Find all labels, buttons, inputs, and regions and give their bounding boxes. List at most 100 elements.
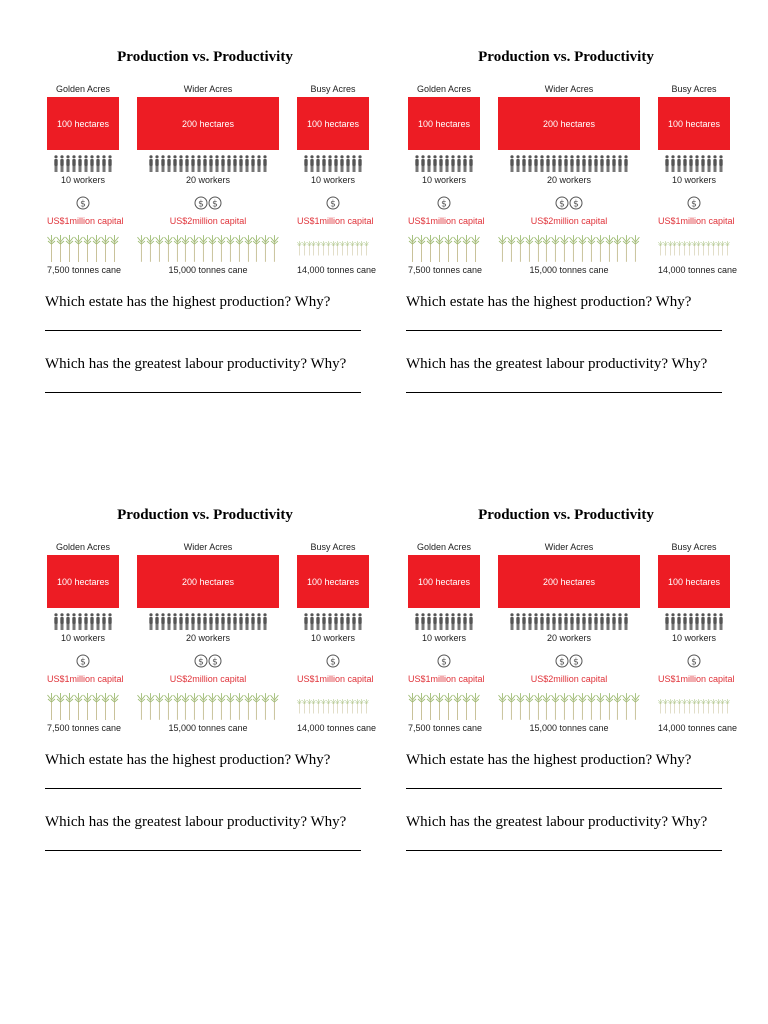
sugar-cane-icon — [696, 241, 702, 256]
person-icon — [665, 613, 669, 630]
person-icon — [433, 613, 437, 630]
field-area-box: 100 hectares — [47, 555, 119, 608]
sugar-cane-icon — [595, 235, 605, 262]
person-icon — [588, 155, 592, 172]
capital-icons: $ — [297, 652, 369, 670]
worksheet-panel: Production vs. Productivity Golden Acres 1… — [406, 506, 746, 866]
person-icon — [671, 613, 675, 630]
person-icon — [251, 155, 255, 172]
sugar-cane-icon — [720, 699, 726, 714]
person-icon — [570, 155, 574, 172]
answer-line[interactable] — [406, 330, 722, 331]
answer-line[interactable] — [406, 788, 722, 789]
sugar-cane-icon — [330, 241, 336, 256]
answer-line[interactable] — [406, 392, 722, 393]
estate-name: Golden Acres — [416, 84, 472, 94]
field-area-label: 100 hectares — [56, 576, 110, 587]
dollar-coin-icon: $ — [76, 196, 90, 210]
sugar-cane-icon — [622, 235, 631, 262]
sugar-cane-icon — [686, 241, 692, 256]
answer-line[interactable] — [45, 392, 361, 393]
estate-name: Wider Acres — [183, 84, 233, 94]
person-icon — [588, 613, 592, 630]
field-area-label: 100 hectares — [667, 576, 721, 587]
capital-icons: $ $ — [498, 652, 640, 670]
estate-name: Golden Acres — [55, 84, 111, 94]
workers-icons — [408, 155, 480, 172]
person-icon — [719, 155, 723, 172]
cane-icons — [47, 692, 119, 720]
cane-icons — [658, 234, 730, 262]
svg-text:$: $ — [573, 200, 579, 210]
sugar-cane-icon — [261, 693, 270, 720]
sugar-cane-icon — [551, 693, 560, 720]
sugar-cane-icon — [453, 693, 462, 720]
person-icon — [340, 613, 344, 630]
workers-icons — [498, 155, 640, 172]
sugar-cane-icon — [349, 699, 355, 714]
sugar-cane-icon — [316, 699, 321, 714]
dollar-coin-icon: $ — [194, 654, 208, 668]
person-icon — [179, 613, 183, 630]
sugar-cane-icon — [83, 235, 92, 262]
person-icon — [510, 613, 514, 630]
capital-label: US$1million capital — [297, 216, 374, 226]
person-icon — [451, 155, 455, 172]
field-area-box: 100 hectares — [658, 555, 730, 608]
panel-title: Production vs. Productivity — [117, 507, 293, 523]
question-production: Which estate has the highest production?… — [45, 294, 331, 310]
person-icon — [671, 155, 675, 172]
answer-line[interactable] — [45, 850, 361, 851]
sugar-cane-icon — [706, 241, 711, 256]
person-icon — [191, 613, 195, 630]
person-icon — [102, 155, 106, 172]
cane-icons — [408, 234, 480, 262]
estate-name: Busy Acres — [671, 84, 717, 94]
person-icon — [191, 155, 195, 172]
person-icon — [576, 613, 580, 630]
person-icon — [564, 613, 568, 630]
sugar-cane-icon — [426, 693, 435, 720]
person-icon — [90, 613, 94, 630]
person-icon — [54, 155, 58, 172]
dollar-coin-icon: $ — [326, 196, 340, 210]
sugar-cane-icon — [163, 235, 173, 262]
sugar-cane-icon — [199, 693, 208, 720]
sugar-cane-icon — [154, 693, 164, 720]
sugar-cane-icon — [658, 699, 663, 714]
sugar-cane-icon — [435, 235, 444, 262]
workers-icons — [47, 613, 119, 630]
person-icon — [90, 155, 94, 172]
sugar-cane-icon — [560, 235, 569, 262]
cane-label: 14,000 tonnes cane — [658, 723, 738, 733]
person-icon — [582, 613, 586, 630]
person-icon — [72, 155, 76, 172]
person-icon — [257, 613, 261, 630]
workers-label: 10 workers — [60, 633, 105, 643]
person-icon — [427, 613, 431, 630]
panel-title: Production vs. Productivity — [117, 49, 293, 65]
person-icon — [328, 155, 332, 172]
field-area-label: 100 hectares — [417, 576, 471, 587]
capital-icons: $ — [47, 652, 119, 670]
sugar-cane-icon — [662, 241, 668, 256]
sugar-cane-icon — [252, 235, 262, 262]
sugar-cane-icon — [667, 699, 673, 714]
answer-line[interactable] — [45, 330, 361, 331]
field-area-box: 100 hectares — [297, 97, 369, 150]
question-production: Which estate has the highest production?… — [45, 752, 331, 768]
sugar-cane-icon — [586, 693, 596, 720]
sugar-cane-icon — [252, 693, 262, 720]
person-icon — [316, 613, 320, 630]
estate-name: Busy Acres — [671, 542, 717, 552]
sugar-cane-icon — [306, 699, 312, 714]
answer-line[interactable] — [45, 788, 361, 789]
cane-icons — [137, 234, 279, 262]
sugar-cane-icon — [354, 699, 360, 714]
answer-line[interactable] — [406, 850, 722, 851]
person-icon — [445, 613, 449, 630]
person-icon — [618, 155, 622, 172]
cane-icons — [297, 692, 369, 720]
dollar-coin-icon: $ — [437, 654, 451, 668]
capital-label: US$2million capital — [169, 674, 247, 684]
